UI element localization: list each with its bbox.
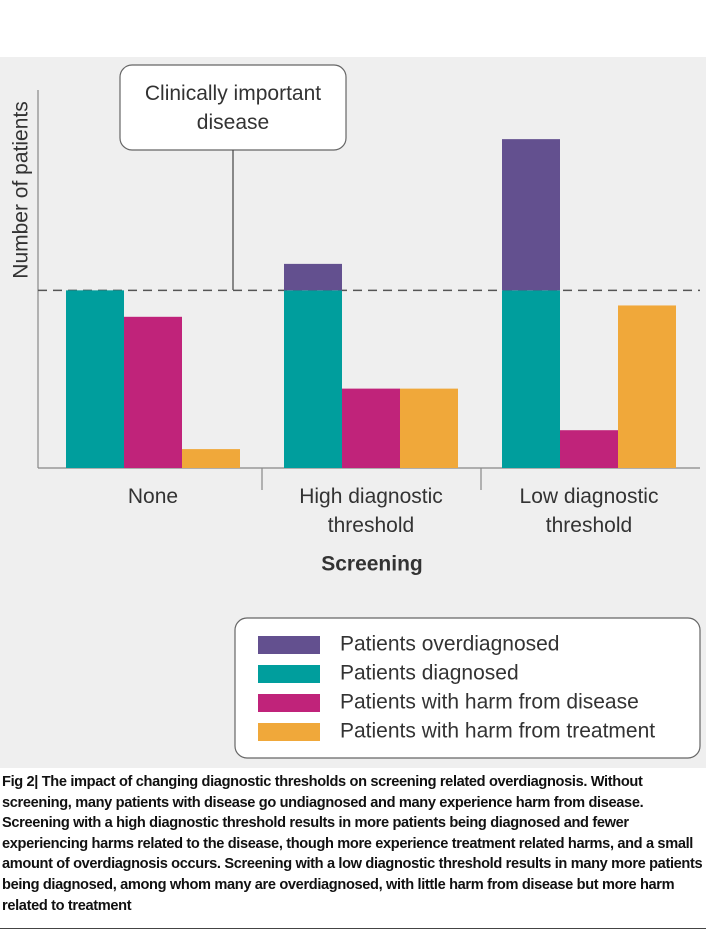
bar xyxy=(182,449,240,468)
legend-box xyxy=(234,617,701,759)
bar xyxy=(124,316,182,468)
x-axis-label: Screening xyxy=(321,553,423,576)
caption: Fig 2| The impact of changing diagnostic… xyxy=(2,774,703,914)
annotation: Clinically important disease xyxy=(144,82,322,134)
legend-swatch xyxy=(258,723,320,741)
x-tick-label: Low diagnostic threshold xyxy=(519,485,659,537)
bar xyxy=(284,263,342,291)
x-tick-label: High diagnostic threshold xyxy=(299,485,443,537)
x-tick-label: None xyxy=(127,485,179,508)
legend-label: Patients with harm from disease xyxy=(340,691,639,714)
legend-swatch xyxy=(258,665,320,683)
y-axis-label: Number of patients xyxy=(10,101,33,278)
caption-rule xyxy=(0,928,706,929)
legend-label: Patients diagnosed xyxy=(340,662,519,685)
bar xyxy=(342,388,400,468)
bar xyxy=(560,430,618,468)
bar xyxy=(502,139,560,291)
bar xyxy=(502,290,560,468)
legend-label: Patients with harm from treatment xyxy=(340,720,655,743)
legend-swatch xyxy=(258,694,320,712)
bar xyxy=(618,305,676,468)
bar xyxy=(284,290,342,468)
legend-label: Patients overdiagnosed xyxy=(340,633,560,656)
bar xyxy=(400,388,458,468)
bar xyxy=(66,290,124,468)
legend-swatch xyxy=(258,636,320,654)
